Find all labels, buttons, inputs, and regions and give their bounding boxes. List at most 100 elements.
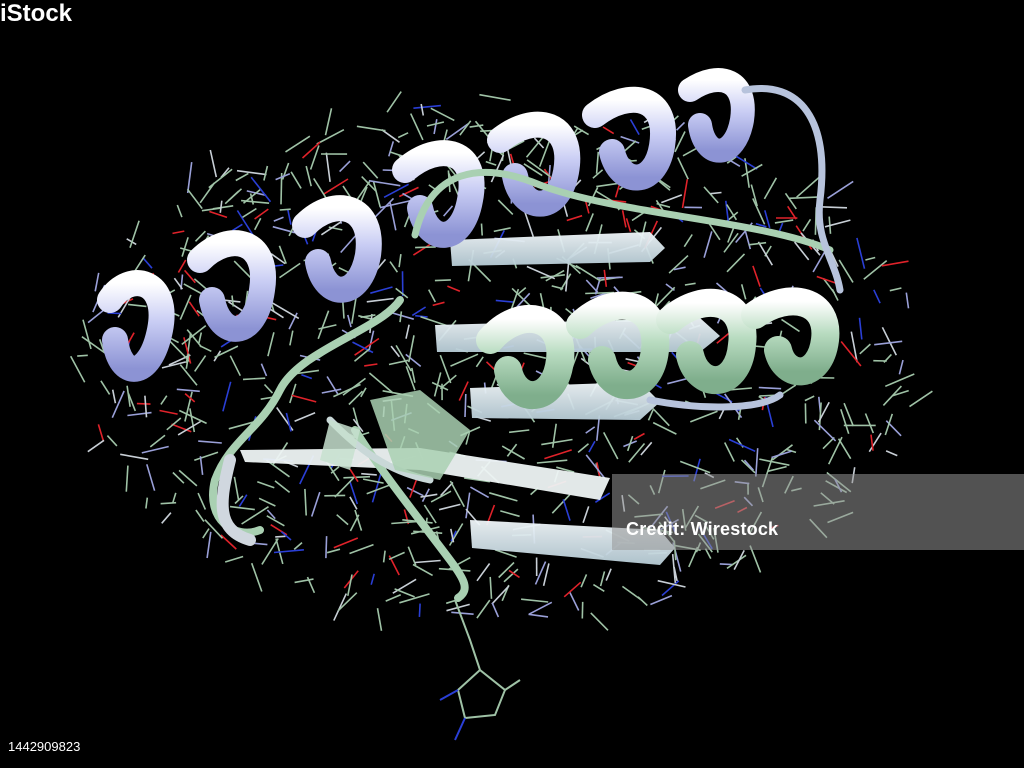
side-chain-bond: [161, 512, 172, 524]
side-chain-bond: [199, 182, 216, 204]
side-chain-bond: [279, 208, 291, 211]
side-chain-bond: [563, 581, 582, 598]
side-chain-bond: [759, 458, 790, 466]
side-chain-bond: [236, 169, 267, 176]
side-chain-bond: [395, 344, 412, 372]
side-chain-bond: [536, 459, 568, 464]
side-chain-bond: [652, 407, 670, 427]
side-chain-bond: [840, 408, 850, 434]
side-chain-bond: [490, 154, 505, 183]
side-chain-bond: [450, 528, 455, 543]
side-chain-bond: [898, 359, 904, 375]
side-chain-bond: [588, 440, 596, 453]
side-chain-bond: [464, 393, 467, 418]
side-chain-bond: [870, 434, 874, 451]
side-chain-bond: [392, 578, 417, 594]
side-chain-bond: [347, 314, 352, 328]
side-chain-bond: [440, 481, 454, 497]
side-chain-bond: [305, 165, 312, 187]
side-chain-bond: [238, 494, 248, 507]
side-chain-bond: [657, 178, 671, 189]
side-chain-bond: [411, 306, 427, 317]
side-chain-bond: [603, 269, 608, 287]
side-chain-bond: [781, 318, 800, 333]
side-chain-bond: [129, 220, 140, 249]
side-chain-bond: [470, 486, 490, 499]
side-chain-bond: [405, 366, 416, 391]
side-chain-bond: [822, 436, 835, 450]
side-chain-bond: [763, 177, 778, 200]
side-chain-bond: [469, 124, 484, 128]
side-chain-bond: [674, 131, 686, 153]
side-chain-bond: [349, 543, 374, 555]
side-chain-bond: [364, 363, 378, 367]
side-chain-bond: [351, 295, 358, 324]
side-chain-bond: [562, 499, 571, 521]
side-chain-bond: [206, 531, 212, 559]
side-chain-bond: [374, 197, 395, 218]
side-chain-bond: [556, 466, 575, 473]
side-chain-bond: [540, 274, 565, 279]
side-chain-bond: [195, 509, 205, 523]
side-chain-bond: [728, 438, 756, 453]
side-chain-bond: [521, 598, 549, 603]
side-chain-bond: [633, 432, 645, 440]
side-chain-bond: [366, 297, 394, 303]
side-chain-bond: [565, 259, 570, 292]
side-chain-bond: [354, 181, 371, 203]
side-chain-bond: [224, 555, 244, 563]
side-chain-bond: [656, 202, 671, 208]
side-chain-bond: [371, 473, 382, 503]
side-chain-bond: [585, 213, 594, 232]
side-chain-bond: [884, 373, 915, 388]
side-chain-bond: [333, 537, 359, 549]
side-chain-bond: [740, 284, 747, 300]
side-chain-bond: [325, 536, 328, 559]
side-chain-bond: [451, 611, 474, 615]
side-chain-bond: [750, 184, 758, 207]
side-chain-bond: [838, 259, 854, 283]
side-chain-bond: [793, 241, 810, 261]
side-chain-bond: [413, 104, 441, 109]
side-chain-bond: [448, 523, 464, 546]
side-chain-bond: [602, 126, 615, 135]
side-chain-bond: [270, 253, 286, 265]
side-chain-bond: [394, 588, 415, 598]
side-chain-bond: [516, 286, 527, 296]
side-chain-bond: [146, 464, 156, 491]
side-chain-bond: [120, 453, 149, 461]
side-chain-bond: [334, 477, 355, 498]
side-chain-bond: [727, 228, 735, 243]
side-chain-bond: [171, 423, 192, 433]
side-chain-bond: [528, 613, 549, 618]
side-chain-bond: [343, 475, 371, 479]
side-chain-bond: [321, 388, 342, 394]
side-chain-bond: [476, 563, 491, 582]
side-chain-bond: [757, 241, 773, 266]
side-chain-bond: [585, 279, 599, 293]
side-chain-bond: [450, 353, 479, 367]
side-chain-bond: [704, 548, 712, 559]
side-chain-bond: [458, 381, 469, 401]
side-chain-bond: [863, 259, 888, 280]
side-chain-bond: [622, 140, 637, 153]
side-chain-bond: [864, 413, 875, 434]
side-chain-bond: [575, 264, 602, 282]
side-chain-bond: [585, 454, 607, 480]
side-chain-bond: [145, 497, 149, 509]
side-chain-bond: [447, 285, 461, 293]
side-chain-bond: [178, 409, 207, 425]
coil-loops: [209, 85, 844, 602]
side-chain-bond: [242, 207, 257, 218]
side-chain-bond: [177, 420, 202, 436]
side-chain-bond: [889, 287, 902, 292]
side-chain-bond: [176, 388, 200, 393]
side-chain-bond: [409, 113, 424, 141]
side-chain-bond: [323, 178, 349, 195]
side-chain-bond: [267, 332, 275, 357]
side-chain-bond: [233, 476, 240, 501]
side-chain-bond: [342, 301, 345, 319]
side-chain-bond: [194, 230, 206, 242]
image-id-label: 1442909823: [0, 736, 89, 758]
